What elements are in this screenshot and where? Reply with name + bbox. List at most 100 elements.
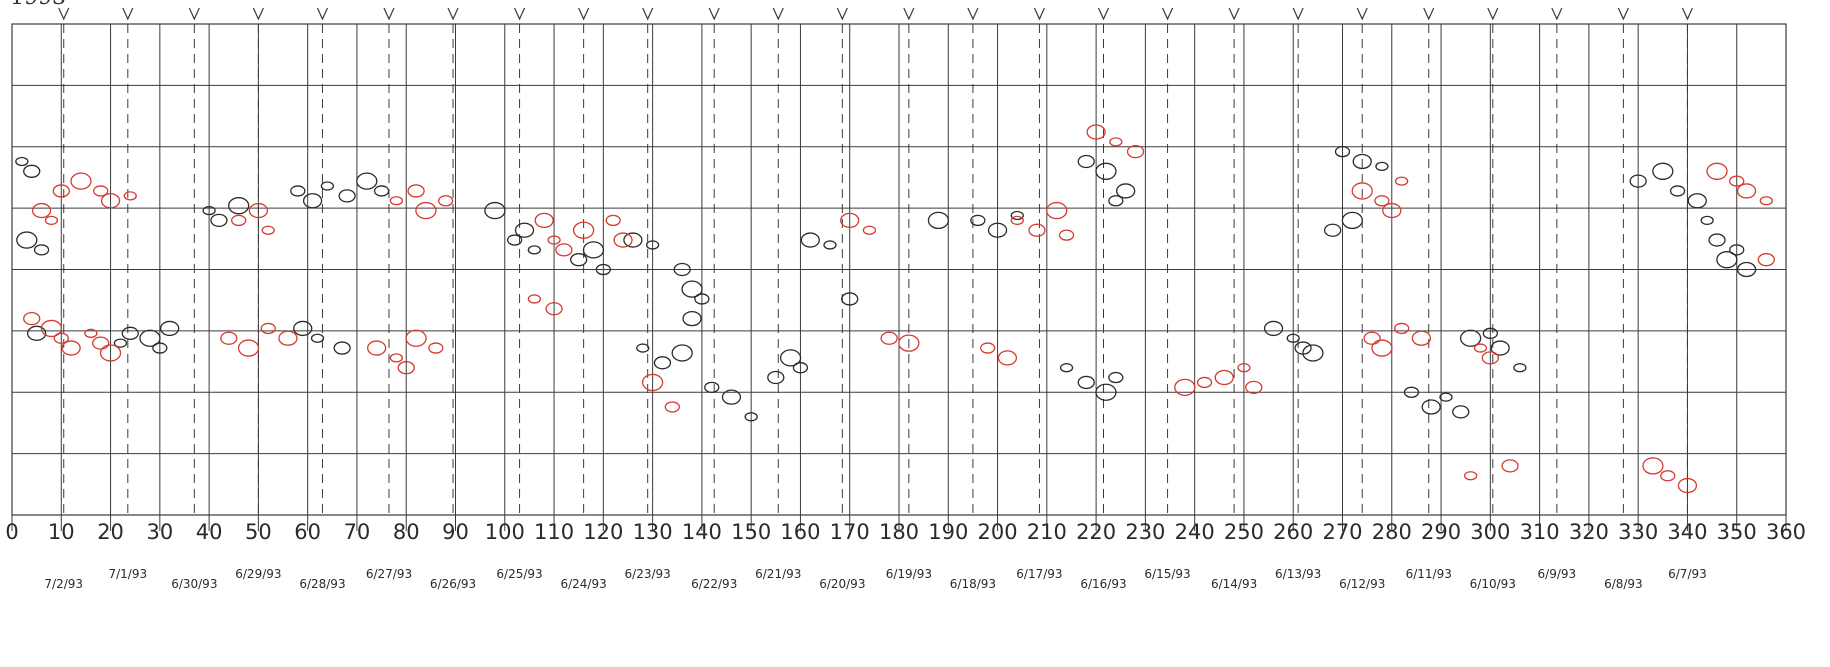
- contour-point: [1759, 196, 1773, 206]
- contour-point: [93, 185, 109, 197]
- contour-point: [1302, 344, 1324, 362]
- contour-point: [506, 234, 523, 246]
- contour-point: [320, 181, 335, 191]
- x-tick-label: 40: [196, 520, 223, 544]
- contour-point: [534, 212, 554, 229]
- contour-point: [1375, 161, 1389, 172]
- contour-point: [40, 319, 63, 338]
- date-marker-chevron: [1162, 7, 1174, 21]
- contour-point: [1700, 215, 1714, 226]
- date-labels: 7/2/93 7/1/93 6/30/93 6/29/93 6/28/93 6/27/93…: [44, 567, 1706, 591]
- x-tick-label: 140: [682, 520, 722, 544]
- x-tick-label: 350: [1717, 520, 1757, 544]
- contour-point: [367, 340, 387, 356]
- contour-point: [1482, 327, 1498, 339]
- contour-point: [1108, 371, 1124, 384]
- contour-point: [605, 214, 621, 227]
- contour-point: [92, 336, 110, 350]
- date-label: 6/15/93: [1144, 567, 1190, 581]
- x-tick-label: 220: [1076, 520, 1116, 544]
- date-label: 6/9/93: [1538, 567, 1577, 581]
- x-tick-label: 270: [1322, 520, 1362, 544]
- x-tick-label: 120: [583, 520, 623, 544]
- date-label: 6/17/93: [1016, 567, 1062, 581]
- contour-point: [1729, 244, 1745, 256]
- contour-point: [1010, 215, 1024, 226]
- date-label: 6/10/93: [1470, 577, 1516, 591]
- contour-point: [1077, 154, 1095, 169]
- contour-point: [1501, 459, 1519, 473]
- x-tick-label: 150: [731, 520, 771, 544]
- contour-point: [397, 361, 415, 375]
- date-marker-chevron: [967, 7, 979, 21]
- contour-point: [261, 225, 275, 235]
- x-tick-label: 310: [1520, 520, 1560, 544]
- contour-point: [1116, 183, 1136, 199]
- contour-point: [248, 202, 269, 219]
- date-label: 6/25/93: [496, 567, 542, 581]
- date-label: 6/18/93: [950, 577, 996, 591]
- contour-point: [415, 201, 437, 220]
- contour-point: [1334, 146, 1351, 158]
- contour-point: [139, 329, 161, 347]
- contour-point: [1095, 383, 1117, 401]
- date-label: 6/22/93: [691, 577, 737, 591]
- contour-point: [997, 350, 1018, 366]
- contour-point: [1214, 369, 1234, 386]
- contour-point: [980, 342, 996, 354]
- contour-point: [1028, 223, 1046, 237]
- date-label: 6/23/93: [625, 567, 671, 581]
- contour-point: [1736, 261, 1757, 278]
- contour-point: [582, 241, 605, 259]
- contour-point: [927, 211, 950, 230]
- contour-point: [1174, 378, 1196, 396]
- contour-point: [389, 196, 404, 206]
- contour-point: [15, 156, 29, 167]
- contour-point: [653, 356, 672, 370]
- contour-point: [1421, 399, 1441, 415]
- contour-point: [641, 373, 664, 392]
- contour-point: [202, 205, 216, 216]
- contour-point: [1086, 124, 1106, 140]
- contour-point: [293, 320, 313, 337]
- contour-point: [389, 353, 404, 363]
- contour-point: [1716, 251, 1738, 269]
- date-marker-chevron: [383, 7, 395, 21]
- contour-point: [779, 349, 802, 367]
- date-marker-chevron: [1551, 7, 1563, 21]
- contour-point: [52, 184, 70, 198]
- contour-point: [570, 253, 588, 267]
- contour-point: [302, 193, 323, 209]
- contour-point: [1374, 195, 1390, 207]
- contour-point: [1463, 471, 1478, 481]
- contour-point: [613, 232, 633, 248]
- date-label: 6/29/93: [235, 567, 281, 581]
- date-label: 6/20/93: [819, 577, 865, 591]
- date-marker-chevron: [188, 7, 200, 21]
- contour-point: [527, 245, 541, 255]
- date-marker-chevron: [1292, 7, 1304, 21]
- date-markers: [58, 7, 1693, 515]
- date-marker-chevron: [252, 7, 264, 21]
- contour-point: [1371, 339, 1393, 357]
- contour-point: [1010, 210, 1024, 221]
- contour-point: [278, 330, 298, 346]
- contour-point: [1490, 340, 1510, 356]
- x-axis: 0 10 20 30 40 50 60 70 80 90 100 110 120 130 140 150 160…: [5, 515, 1806, 544]
- x-tick-label: 0: [5, 520, 18, 544]
- x-tick-label: 330: [1618, 520, 1658, 544]
- contour-point: [31, 202, 52, 219]
- date-marker-chevron: [903, 7, 915, 21]
- contour-point: [514, 222, 535, 238]
- contour-point: [792, 362, 809, 374]
- contour-point: [1245, 380, 1263, 394]
- contour-point: [1352, 153, 1372, 170]
- contour-point: [428, 342, 444, 354]
- contour-point: [1660, 470, 1676, 482]
- x-tick-label: 90: [442, 520, 469, 544]
- date-label: 6/14/93: [1211, 577, 1257, 591]
- date-label: 6/24/93: [560, 577, 606, 591]
- contour-point: [1046, 201, 1068, 220]
